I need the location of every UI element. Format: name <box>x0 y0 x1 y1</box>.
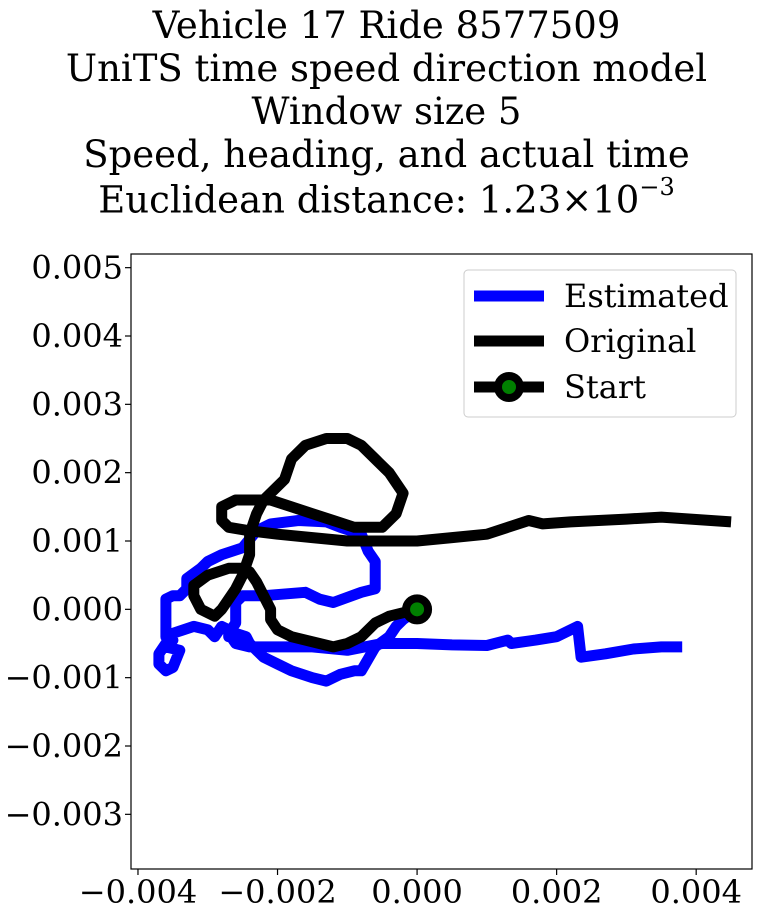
x-tick-label: 0.004 <box>650 873 742 911</box>
legend-label-original: Original <box>564 322 696 360</box>
x-tick-label: 0.002 <box>511 873 603 911</box>
y-tick-label: −0.002 <box>5 727 123 765</box>
chart-title-line-2: UniTS time speed direction model <box>65 47 708 90</box>
series-line-estimated <box>153 515 683 687</box>
title-distance-prefix: Euclidean distance: 1.23 <box>98 178 562 222</box>
y-tick-label: 0.003 <box>31 385 123 423</box>
y-tick-label: −0.001 <box>5 659 123 697</box>
legend-box <box>463 269 737 418</box>
legend: Estimated Original Start <box>463 269 737 418</box>
start-marker <box>402 594 433 625</box>
chart-title-line-4: Speed, heading, and actual time <box>83 133 690 176</box>
y-tick-label: 0.005 <box>31 249 123 287</box>
chart-title-line-3: Window size 5 <box>251 90 522 133</box>
title-distance-times: × <box>561 178 593 222</box>
title-distance-exponent: −3 <box>639 173 675 201</box>
legend-label-start: Start <box>564 368 646 406</box>
x-tick-label: −0.002 <box>218 873 336 911</box>
y-axis-ticks: 0.005 0.004 0.003 0.002 0.001 0.000 −0.001 −0.0… <box>5 249 131 833</box>
chart-title-line-5: Euclidean distance: 1.23×10−3 <box>0 170 773 221</box>
y-tick-label: 0.004 <box>31 317 123 355</box>
x-axis-ticks: −0.004 −0.002 0.000 0.002 0.004 <box>79 869 742 911</box>
y-tick-label: −0.003 <box>5 795 123 833</box>
series-layer <box>153 433 732 687</box>
chart-title-line-1: Vehicle 17 Ride 8577509 <box>152 4 621 47</box>
x-tick-label: 0.000 <box>371 873 463 911</box>
y-tick-label: 0.001 <box>31 522 123 560</box>
y-tick-label: 0.000 <box>31 590 123 628</box>
legend-label-estimated: Estimated <box>564 277 729 315</box>
legend-marker-start <box>494 372 524 402</box>
y-tick-label: 0.002 <box>31 454 123 492</box>
plot-area-frame <box>130 253 753 870</box>
series-line-original <box>188 433 732 653</box>
title-distance-base: 10 <box>592 178 640 222</box>
x-tick-label: −0.004 <box>79 873 197 911</box>
